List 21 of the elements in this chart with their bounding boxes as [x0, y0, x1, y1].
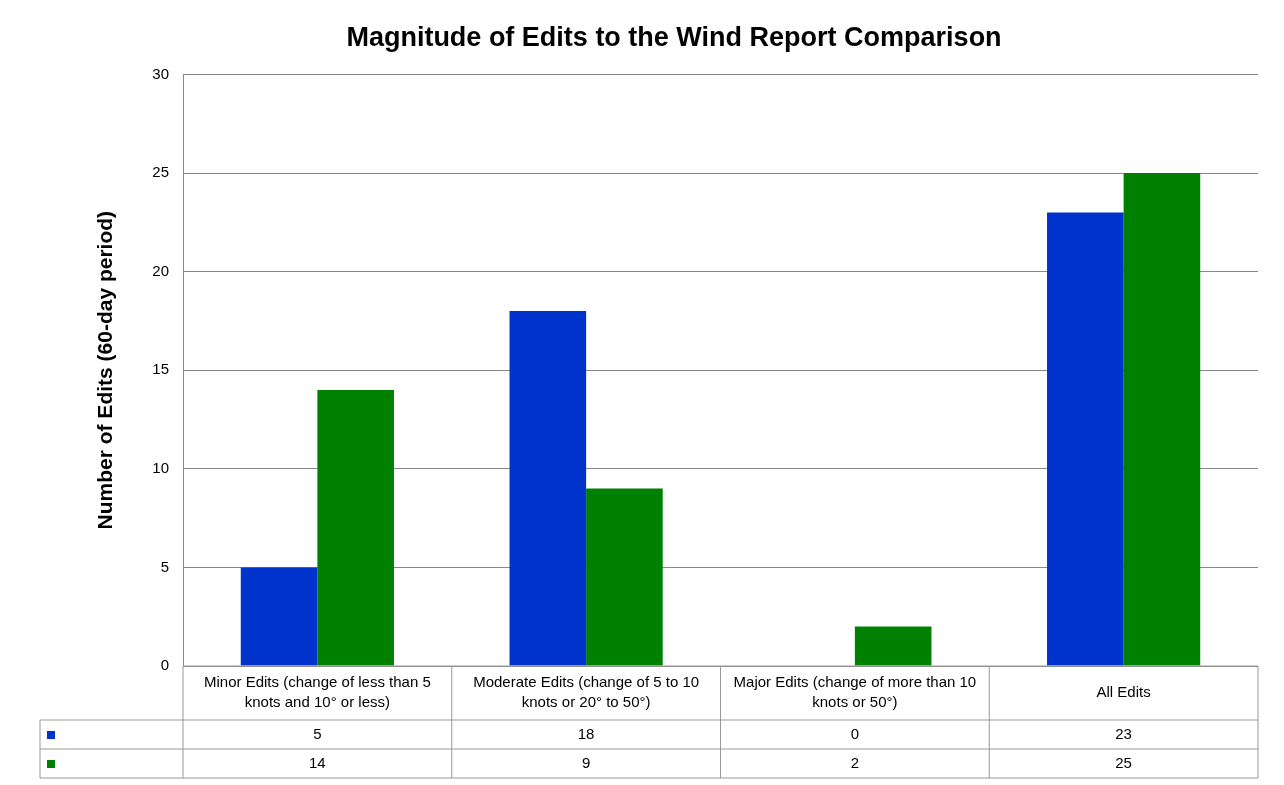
y-tick-label: 15 — [152, 360, 169, 378]
data-label: 9 — [581, 753, 591, 771]
data-label: 14 — [309, 753, 326, 771]
x-tick-label: Moderate Edits (change of 5 to 10 knots or 20° to 50°) — [473, 673, 700, 711]
chart-title: Magnitude of Edits to the Wind Report Comparison — [346, 21, 1002, 52]
y-axis-title: Number of Edits (60-day period) — [93, 210, 117, 530]
y-tick-label: 25 — [152, 163, 169, 181]
y-tick-label: 0 — [160, 656, 169, 674]
x-tick-label: All Edits — [1096, 683, 1151, 701]
data-label: 25 — [1115, 753, 1132, 771]
data-label: 23 — [1115, 724, 1132, 742]
y-tick-label: 20 — [152, 261, 169, 279]
y-tick-label: 10 — [152, 458, 169, 476]
data-label: 0 — [850, 724, 860, 742]
y-tick-label: 5 — [160, 557, 169, 575]
x-tick-label: Major Edits (change of more than 10 knots or 50°) — [733, 673, 977, 711]
y-tick-label: 30 — [152, 64, 169, 82]
data-label: 2 — [850, 753, 860, 771]
data-label: 5 — [313, 724, 322, 742]
data-label: 18 — [577, 724, 595, 742]
x-tick-label: Minor Edits (change of less than 5 knots and 10° or less) — [203, 673, 431, 711]
